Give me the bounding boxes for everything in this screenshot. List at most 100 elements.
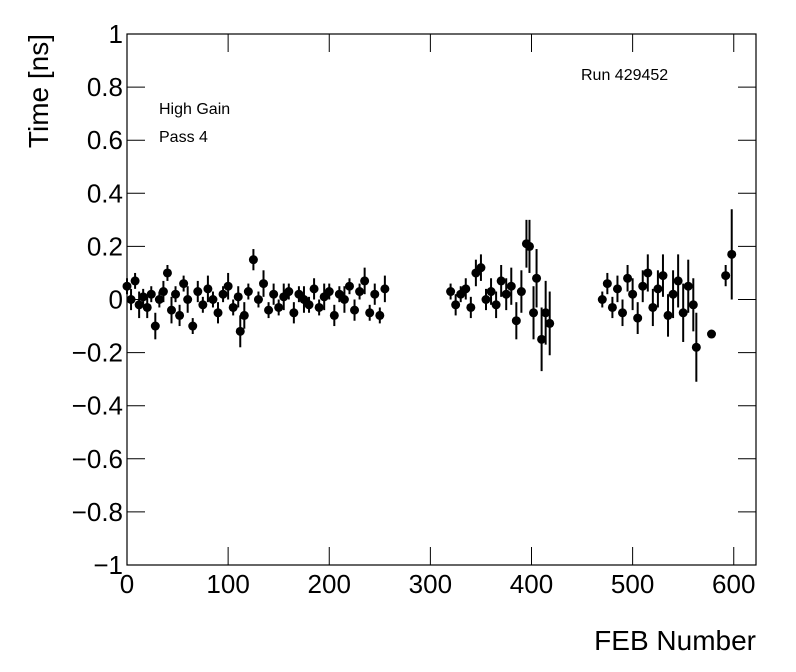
y-tick-label: −0.8 bbox=[72, 497, 123, 527]
data-point bbox=[350, 305, 360, 315]
data-point bbox=[248, 255, 258, 265]
data-point bbox=[218, 289, 228, 299]
data-point bbox=[344, 281, 354, 291]
data-point bbox=[243, 287, 253, 297]
data-point bbox=[446, 287, 456, 297]
y-tick-label: 1 bbox=[109, 19, 123, 49]
data-point bbox=[365, 308, 375, 318]
data-point bbox=[537, 334, 547, 344]
data-point bbox=[524, 241, 534, 251]
data-point bbox=[126, 295, 136, 304]
data-point bbox=[516, 287, 526, 297]
data-point bbox=[370, 289, 380, 299]
data-point bbox=[532, 273, 542, 283]
data-point bbox=[721, 271, 731, 281]
data-point bbox=[239, 310, 249, 320]
data-point bbox=[683, 281, 693, 291]
y-tick-label: −1 bbox=[93, 550, 123, 580]
data-point bbox=[481, 295, 491, 304]
data-point bbox=[259, 279, 269, 289]
x-tick-label: 100 bbox=[206, 569, 249, 599]
data-point bbox=[122, 281, 132, 291]
data-point bbox=[466, 302, 476, 312]
data-point bbox=[727, 249, 737, 259]
data-point bbox=[138, 292, 148, 302]
data-point bbox=[314, 302, 324, 312]
data-point bbox=[688, 300, 698, 310]
data-point bbox=[158, 287, 168, 297]
data-point bbox=[612, 284, 622, 294]
y-tick-label: 0.6 bbox=[87, 125, 123, 155]
y-tick-label: −0.6 bbox=[72, 444, 123, 474]
data-point bbox=[355, 287, 365, 297]
data-point bbox=[643, 268, 653, 278]
x-tick-label: 600 bbox=[712, 569, 755, 599]
data-point bbox=[203, 284, 213, 294]
data-point bbox=[545, 318, 555, 328]
data-point bbox=[506, 281, 516, 291]
data-point bbox=[304, 300, 314, 310]
data-point bbox=[146, 289, 156, 299]
x-axis-label: FEB Number bbox=[594, 625, 756, 656]
x-tick-label: 0 bbox=[120, 569, 134, 599]
data-point bbox=[193, 287, 203, 297]
data-point bbox=[162, 268, 172, 278]
data-point bbox=[154, 295, 164, 304]
y-tick-label: 0.8 bbox=[87, 72, 123, 102]
data-point bbox=[208, 295, 218, 304]
data-point bbox=[134, 300, 144, 310]
data-point bbox=[274, 302, 284, 312]
data-point bbox=[653, 284, 663, 294]
data-point bbox=[188, 321, 198, 331]
data-point bbox=[628, 289, 638, 299]
data-point bbox=[451, 300, 461, 310]
data-point bbox=[253, 295, 263, 304]
data-point bbox=[233, 292, 243, 302]
data-point bbox=[707, 329, 717, 339]
data-point bbox=[638, 281, 648, 291]
data-point bbox=[496, 276, 506, 286]
data-point bbox=[491, 300, 501, 310]
data-point bbox=[375, 310, 385, 320]
data-point bbox=[175, 310, 185, 320]
data-point bbox=[668, 289, 678, 299]
data-point bbox=[678, 308, 688, 318]
data-point bbox=[289, 308, 299, 318]
data-point bbox=[618, 308, 628, 318]
data-point bbox=[541, 308, 551, 318]
data-point bbox=[269, 289, 279, 299]
data-point bbox=[623, 273, 633, 283]
data-point bbox=[501, 289, 511, 299]
y-tick-label: 0.4 bbox=[87, 178, 123, 208]
data-point bbox=[324, 287, 334, 297]
data-point bbox=[179, 279, 189, 289]
data-point bbox=[223, 281, 233, 291]
y-tick-label: 0.2 bbox=[87, 231, 123, 261]
data-point bbox=[198, 300, 208, 310]
data-point bbox=[130, 276, 140, 286]
data-point bbox=[150, 321, 160, 331]
x-tick-label: 400 bbox=[510, 569, 553, 599]
y-tick-label: 0 bbox=[109, 285, 123, 315]
data-point bbox=[597, 295, 607, 304]
data-point bbox=[648, 302, 658, 312]
data-point bbox=[607, 302, 617, 312]
data-point bbox=[228, 302, 238, 312]
y-tick-label: −0.4 bbox=[72, 391, 123, 421]
data-point bbox=[360, 276, 370, 286]
data-point bbox=[235, 326, 245, 336]
y-tick-label: −0.2 bbox=[72, 338, 123, 368]
data-point bbox=[461, 284, 471, 294]
data-point bbox=[602, 279, 612, 289]
annotation: Pass 4 bbox=[159, 129, 208, 146]
data-point bbox=[529, 308, 539, 318]
annotation: Run 429452 bbox=[581, 67, 668, 84]
data-point bbox=[264, 305, 274, 315]
data-point bbox=[511, 316, 521, 326]
x-tick-label: 500 bbox=[611, 569, 654, 599]
data-point bbox=[142, 302, 152, 312]
data-point bbox=[284, 287, 294, 297]
data-point bbox=[329, 310, 339, 320]
